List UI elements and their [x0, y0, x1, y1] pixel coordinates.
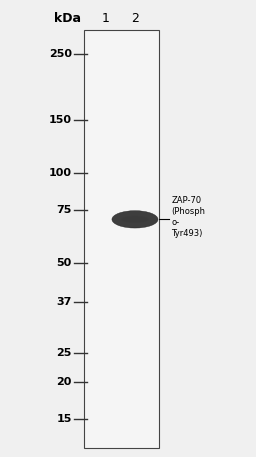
Text: 20: 20 [56, 377, 72, 387]
Text: 50: 50 [56, 258, 72, 268]
Text: 75: 75 [56, 205, 72, 215]
Bar [84, 30, 159, 448]
Text: 15: 15 [56, 414, 72, 424]
Text: kDa: kDa [54, 12, 81, 25]
Ellipse shape [112, 211, 158, 228]
Text: 37: 37 [56, 297, 72, 307]
Text: 1: 1 [101, 12, 109, 25]
Text: 2: 2 [131, 12, 139, 25]
Text: ZAP-70
(Phosph
o-
Tyr493): ZAP-70 (Phosph o- Tyr493) [172, 197, 206, 238]
Text: 100: 100 [49, 168, 72, 178]
Text: 25: 25 [56, 348, 72, 358]
Text: 150: 150 [49, 116, 72, 126]
Text: 250: 250 [49, 49, 72, 59]
Ellipse shape [121, 216, 149, 223]
